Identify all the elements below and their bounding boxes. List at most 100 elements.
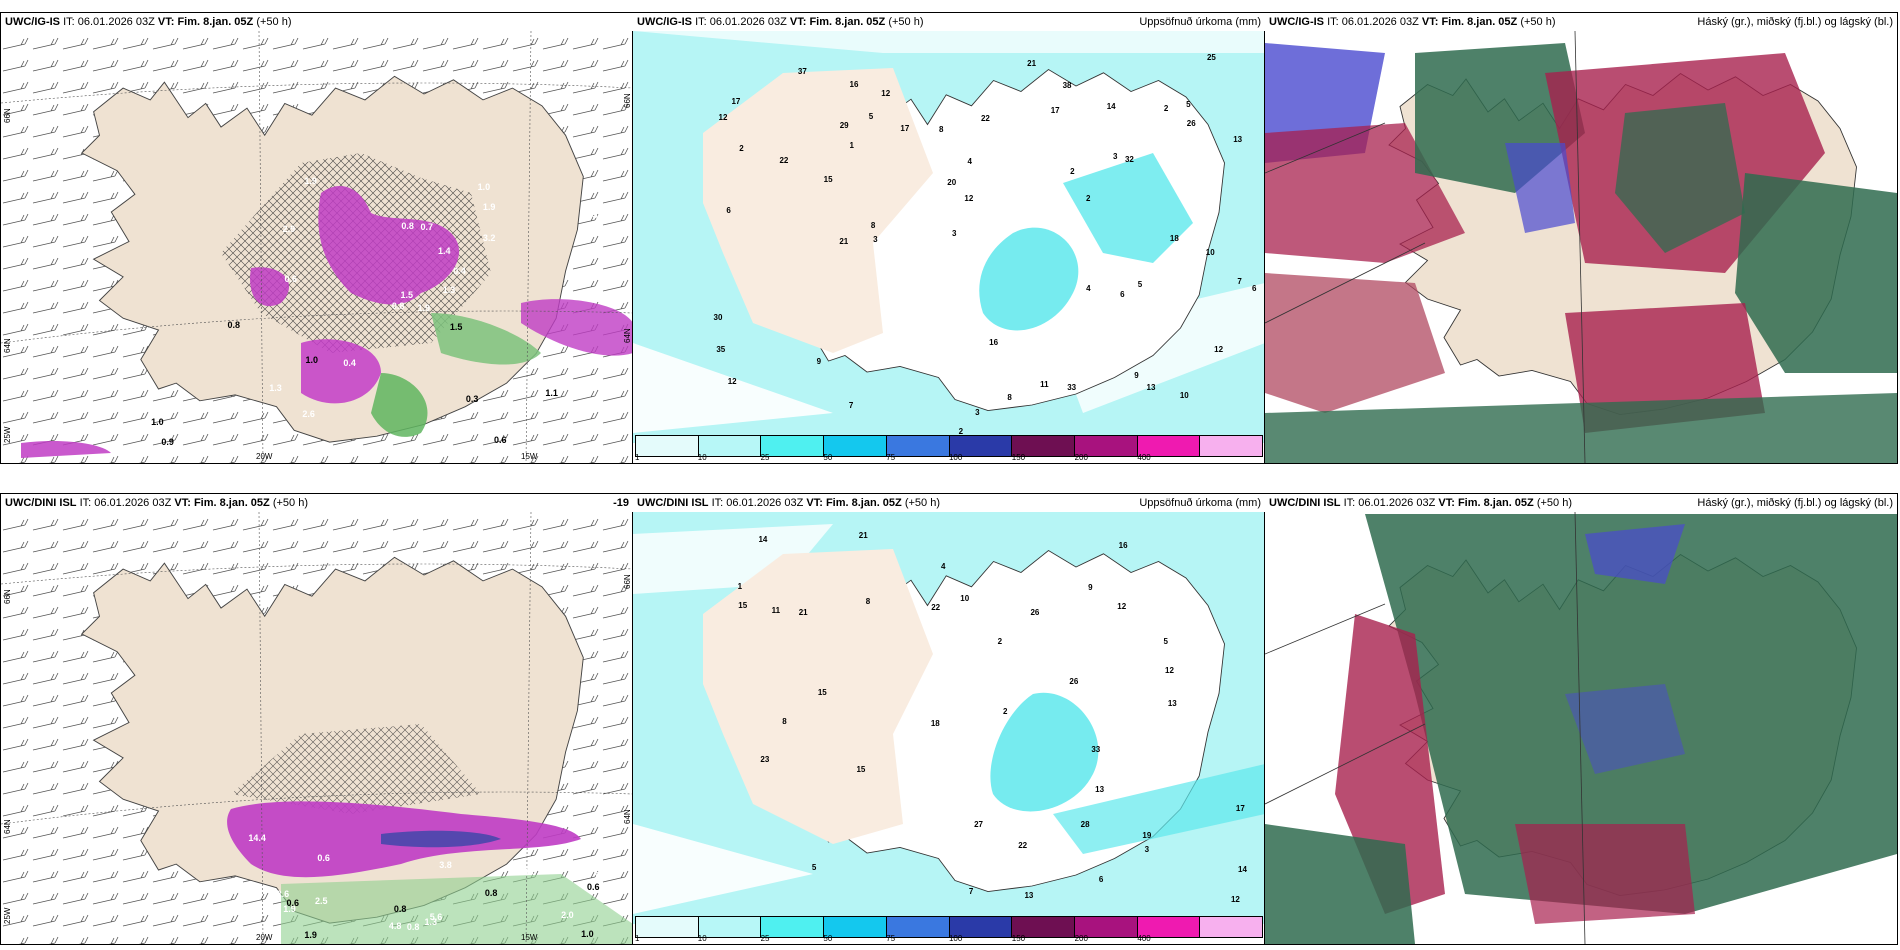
value-label: 14 [1238,865,1247,875]
value-label: 16 [1118,541,1128,551]
value-label: 9 [1088,582,1093,592]
panel-top-left-wind-precip: UWC/IG-IS IT: 06.01.2026 03Z VT: Fim. 8.… [0,12,634,464]
value-label: 15 [856,765,866,775]
colorbar-tick: 400 [1137,453,1151,462]
lead-time: (+50 h) [1536,497,1572,509]
colorbar [635,916,1263,938]
value-label: 4.8 [388,920,402,931]
colorbar-tick: 100 [948,453,963,462]
value-label: 8 [938,125,944,135]
map-clouds [1265,30,1897,463]
value-label: 2.9 [282,223,296,234]
value-label: 13 [1167,698,1177,708]
value-label: 37 [797,66,807,76]
colorbar-tick: 75 [886,453,896,462]
value-label: 0.9 [161,437,174,448]
valid-time: Fim. 8.jan. 05Z [193,497,270,509]
graticule [1,30,633,463]
value-label: 17 [900,123,910,133]
value-label: 2.6 [276,889,290,900]
lat-label-66n-right: 66N [623,574,632,589]
value-label: 5 [1137,279,1143,289]
valid-time: Fim. 8.jan. 05Z [177,16,254,28]
colorbar-segment [886,436,950,456]
colorbar-tick: 10 [697,934,707,943]
value-label: 10 [1179,390,1189,400]
value-label: 6 [1098,875,1104,885]
colorbar-tick: 400 [1137,934,1151,943]
value-label: 0.4 [343,358,356,369]
value-label: 5 [1163,637,1168,647]
colorbar-segment [949,436,1013,456]
precip-pink-area-5 [21,441,111,458]
init-time: 06.01.2026 03Z [709,16,787,28]
value-label: 12 [718,113,728,123]
lat-label-66n: 66N [3,589,12,604]
init-time: 06.01.2026 03Z [1358,497,1436,509]
value-label: 1.9 [579,405,592,416]
model-name: UWC/DINI ISL [637,497,709,509]
colorbar-ticks: 1 10 25 50 75 100 150 200 400 [635,453,1263,463]
value-label: 13 [1146,383,1156,393]
panel-header: UWC/DINI ISL IT: 06.01.2026 03Z VT: Fim.… [633,494,1265,512]
colorbar-segment [1012,436,1075,456]
value-label: 0.6 [317,852,330,863]
valid-time: Fim. 8.jan. 05Z [1441,16,1518,28]
value-label: 33 [1091,744,1101,754]
value-label: 6 [726,206,731,216]
value-label: 2 [997,637,1003,647]
value-label: 21 [858,531,868,541]
value-label: 1.9 [304,175,317,186]
value-label: 1.9 [482,202,496,213]
precip-pink-area-2 [250,267,290,307]
colorbar-tick: 150 [1011,453,1026,462]
colorbar-tick: 1 [635,453,640,462]
value-label: 26 [1030,607,1040,617]
value-label: 22 [931,603,941,613]
low-cloud-area-2 [1565,684,1685,774]
map-title: Uppsöfnuð úrkoma (mm) [1139,16,1261,28]
value-label: 3 [1144,845,1150,855]
lat-label-64n: 64N [3,819,12,834]
value-label: 5.6 [429,911,443,922]
colorbar-segment [886,917,950,937]
vt-label: VT: [789,16,807,28]
precip-blue-core [381,830,501,848]
model-name: UWC/IG-IS [1269,16,1324,28]
value-label: 8 [865,596,871,606]
panel-bottom-left-wind-precip: UWC/DINI ISL IT: 06.01.2026 03Z VT: Fim.… [0,493,634,945]
precip-green-band [281,874,633,944]
value-label: 2 [1002,706,1008,716]
map-wind-precip [1,30,633,463]
high-cloud-area-4 [1265,393,1897,463]
colorbar-segment [1137,917,1201,937]
colorbar-segment [824,436,887,456]
value-label: 0.8 [406,921,420,932]
low-cloud-area-1 [1585,524,1685,584]
precip-green-area-1 [431,313,541,365]
lead-time: (+50 h) [888,16,924,28]
lon-label-25w: 25W [3,426,12,443]
value-label: 14.4 [248,832,266,843]
value-label: 1.9 [417,303,431,314]
colorbar-tick: 150 [1011,934,1026,943]
corner-value: -19 [613,497,629,509]
value-label: 0.8 [393,904,407,915]
value-label: 19 [1142,831,1152,841]
value-label: 0.8 [391,300,405,311]
value-label: 11 [771,605,781,615]
it-label: IT: [63,16,75,28]
precip-pink-area-4 [521,299,633,356]
value-label: 7 [968,886,974,896]
value-label: 1.1 [545,387,558,398]
precip-pink-area-3 [301,339,381,404]
value-label: 1 [849,140,854,150]
value-label: 3 [873,234,878,244]
valid-time: Fim. 8.jan. 05Z [809,16,886,28]
lat-label-64n: 64N [3,338,12,353]
low-cloud-area-2 [1505,143,1575,233]
colorbar-segment [949,917,1013,937]
colorbar-ticks: 1 10 25 50 75 100 150 200 400 [635,934,1263,944]
value-label: 13 [1233,134,1243,144]
colorbar-tick: 200 [1074,453,1088,462]
